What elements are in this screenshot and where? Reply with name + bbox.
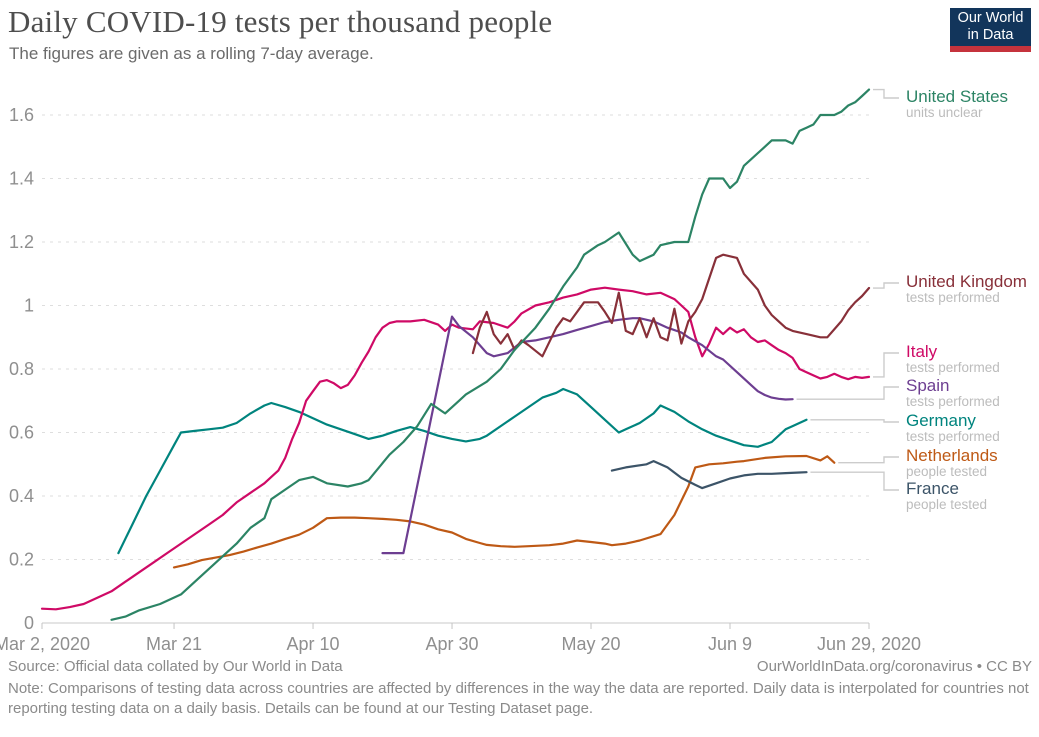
page-title: Daily COVID-19 tests per thousand people: [8, 4, 553, 39]
logo-line1: Our World: [957, 10, 1024, 26]
x-tick-label: Mar 2, 2020: [0, 634, 90, 654]
legend-connector-united-kingdom: [873, 282, 899, 289]
legend-unit-note: tests performed: [906, 429, 1000, 444]
series-line-germany[interactable]: [117, 387, 808, 555]
legend-country-label: United Kingdom: [906, 272, 1027, 291]
legend-unit-note: tests performed: [906, 290, 1000, 305]
legend-item-france[interactable]: France people tested: [906, 480, 1038, 512]
legend-unit-note: tests performed: [906, 394, 1000, 409]
legend-unit-note: tests performed: [906, 360, 1000, 375]
y-tick-label: 0.8: [9, 359, 34, 379]
y-tick-label: 1: [24, 296, 34, 316]
series-line-france[interactable]: [610, 460, 808, 490]
legend-country-label: France: [906, 479, 959, 498]
legend-item-united-states[interactable]: United States units unclear: [906, 88, 1038, 120]
legend-connector-united-states: [873, 88, 899, 99]
legend-unit-note: units unclear: [906, 105, 983, 120]
x-tick-label: Apr 30: [426, 634, 479, 654]
legend-connector-germany: [810, 419, 899, 423]
legend-unit-note: people tested: [906, 497, 988, 512]
legend-country-label: Germany: [906, 411, 976, 430]
y-tick-label: 1.4: [9, 169, 34, 189]
logo-accent-bar: [950, 46, 1031, 52]
y-tick-label: 0: [24, 613, 34, 633]
owid-logo[interactable]: Our World in Data: [950, 8, 1031, 52]
series-line-italy[interactable]: [40, 286, 871, 611]
x-tick-label: Jun 29, 2020: [817, 634, 921, 654]
legend-item-spain[interactable]: Spain tests performed: [906, 377, 1038, 409]
legend-item-united-kingdom[interactable]: United Kingdom tests performed: [906, 273, 1038, 305]
x-tick-label: Jun 9: [708, 634, 752, 654]
y-tick-label: 0.6: [9, 423, 34, 443]
legend-connector-spain: [796, 386, 899, 400]
series-line-united-states[interactable]: [110, 88, 871, 621]
note-text: Note: Comparisons of testing data across…: [8, 680, 1029, 717]
legend-country-label: United States: [906, 87, 1009, 106]
x-tick-label: May 20: [562, 634, 621, 654]
legend-unit-note: people tested: [906, 464, 988, 479]
series-line-spain[interactable]: [381, 315, 794, 555]
source-text: Source: Official data collated by Our Wo…: [8, 658, 343, 675]
y-tick-label: 1.2: [9, 232, 34, 252]
y-tick-label: 0.4: [9, 486, 34, 506]
attribution-link[interactable]: OurWorldInData.org/coronavirus • CC BY: [756, 658, 1032, 675]
legend-country-label: Netherlands: [906, 446, 998, 465]
chart-subtitle: The figures are given as a rolling 7-day…: [9, 44, 374, 63]
y-tick-label: 0.2: [9, 550, 34, 570]
legend-connector-netherlands: [838, 456, 899, 464]
series-line-netherlands[interactable]: [172, 454, 836, 569]
x-tick-label: Mar 21: [146, 634, 202, 654]
legend-item-italy[interactable]: Italy tests performed: [906, 343, 1038, 375]
logo-line2: in Data: [967, 27, 1014, 43]
grid-lines: [42, 114, 869, 624]
x-tick-label: Apr 10: [287, 634, 340, 654]
legend-item-netherlands[interactable]: Netherlands people tested: [906, 447, 1038, 479]
chart-footer: Source: Official data collated by Our Wo…: [8, 658, 1032, 719]
legend-connector-italy: [873, 352, 899, 378]
legend-item-germany[interactable]: Germany tests performed: [906, 412, 1038, 444]
legend-country-label: Italy: [906, 342, 938, 361]
y-tick-label: 1.6: [9, 105, 34, 125]
legend-country-label: Spain: [906, 376, 950, 395]
legend-connector-france: [810, 471, 899, 491]
series-line-united-kingdom[interactable]: [471, 253, 871, 358]
